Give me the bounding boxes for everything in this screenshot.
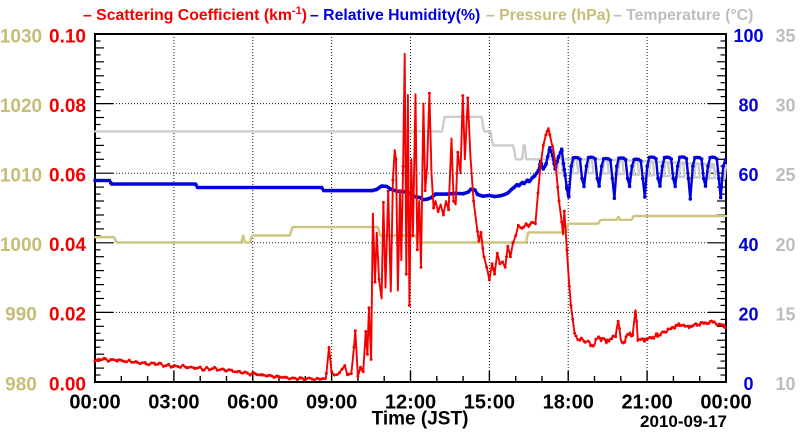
- svg-text:80: 80: [738, 96, 758, 116]
- svg-text:1020: 1020: [0, 96, 42, 117]
- svg-text:06:00: 06:00: [227, 392, 278, 414]
- svg-text:09:00: 09:00: [306, 392, 357, 414]
- svg-text:0.06: 0.06: [49, 166, 86, 187]
- svg-text:12:00: 12:00: [385, 392, 436, 414]
- svg-text:1000: 1000: [0, 235, 42, 256]
- svg-text:0.10: 0.10: [49, 26, 86, 47]
- svg-text:0.04: 0.04: [49, 235, 86, 256]
- svg-text:0.00: 0.00: [49, 374, 86, 395]
- svg-text:Time (JST): Time (JST): [372, 408, 469, 429]
- svg-text:0.08: 0.08: [49, 96, 86, 117]
- svg-text:20: 20: [738, 304, 758, 324]
- svg-text:980: 980: [5, 374, 37, 395]
- svg-text:– Relative Humidity(%): – Relative Humidity(%): [310, 7, 480, 24]
- svg-text:1030: 1030: [0, 26, 42, 47]
- svg-text:25: 25: [775, 165, 795, 185]
- svg-text:00:00: 00:00: [69, 392, 120, 414]
- svg-text:15: 15: [775, 304, 795, 324]
- svg-text:– Pressure (hPa): – Pressure (hPa): [486, 7, 611, 24]
- svg-text:03:00: 03:00: [148, 392, 199, 414]
- svg-text:60: 60: [738, 165, 758, 185]
- svg-text:– Temperature (°C): – Temperature (°C): [613, 7, 753, 24]
- svg-text:0: 0: [743, 374, 753, 394]
- svg-text:– Scattering Coefficient (km-1: – Scattering Coefficient (km-1): [83, 5, 307, 24]
- svg-text:40: 40: [738, 235, 758, 255]
- svg-text:15:00: 15:00: [464, 392, 515, 414]
- svg-text:00:00: 00:00: [700, 392, 751, 414]
- svg-text:990: 990: [5, 305, 37, 326]
- svg-text:10: 10: [775, 374, 795, 394]
- svg-text:35: 35: [775, 26, 795, 46]
- svg-text:2010-09-17: 2010-09-17: [640, 412, 727, 431]
- svg-text:30: 30: [775, 96, 795, 116]
- svg-text:21:00: 21:00: [622, 392, 673, 414]
- svg-text:100: 100: [733, 26, 763, 46]
- svg-text:0.02: 0.02: [49, 305, 86, 326]
- svg-text:20: 20: [775, 235, 795, 255]
- svg-text:1010: 1010: [0, 166, 42, 187]
- svg-text:18:00: 18:00: [543, 392, 594, 414]
